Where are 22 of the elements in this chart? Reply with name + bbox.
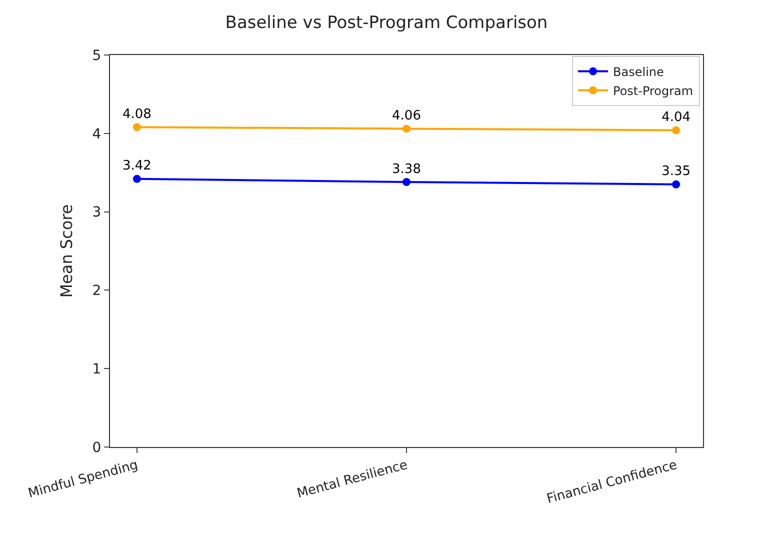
data-label: 4.06 — [392, 108, 421, 124]
data-label: 3.35 — [662, 164, 691, 180]
point — [402, 178, 410, 186]
data-label: 4.04 — [662, 110, 691, 126]
point — [672, 180, 680, 188]
data-label: 3.38 — [392, 162, 421, 177]
y-tick-label: 2 — [92, 283, 102, 300]
point — [132, 123, 141, 132]
y-tick-label: 4 — [92, 126, 102, 142]
y-tick-label: 3 — [92, 204, 102, 221]
y-tick-label: 1 — [92, 362, 102, 378]
point — [672, 126, 680, 134]
data-label: 3.42 — [122, 158, 152, 174]
point — [132, 174, 141, 183]
data-label: 4.08 — [122, 106, 152, 122]
legend-label: Baseline — [613, 64, 664, 79]
y-tick-label: 5 — [92, 48, 102, 64]
legend-label: Post-Program — [613, 84, 694, 98]
chart-title: Baseline vs Post-Program Comparison — [225, 13, 548, 34]
y-tick-label: 0 — [92, 440, 102, 456]
y-axis-title: Mean Score — [57, 204, 76, 298]
point — [402, 124, 410, 133]
